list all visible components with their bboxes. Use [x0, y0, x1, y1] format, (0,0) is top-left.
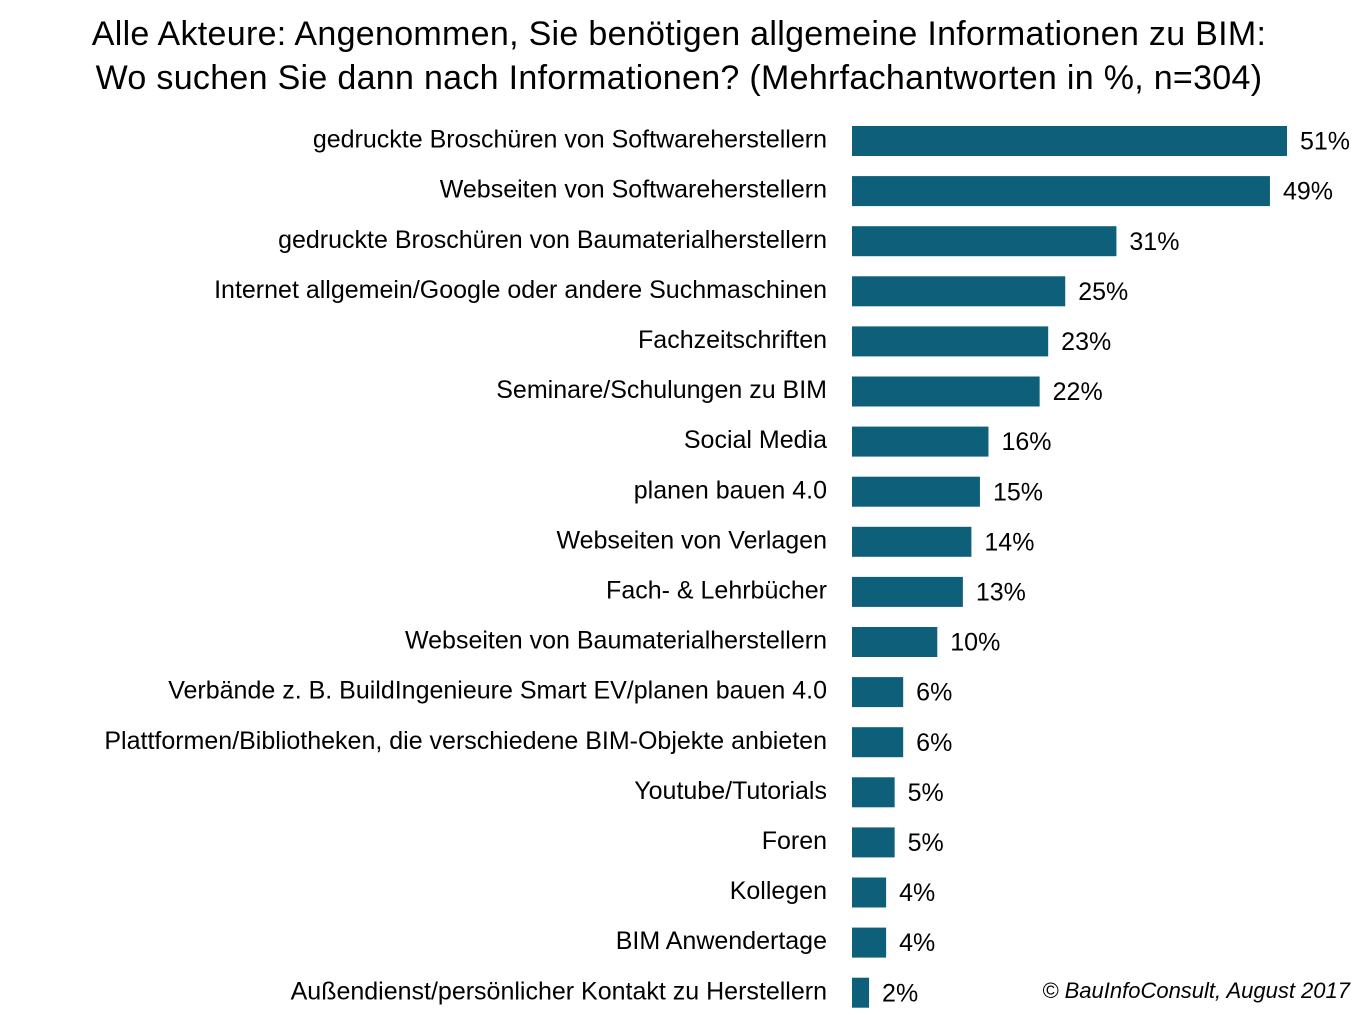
bar: [852, 877, 887, 908]
category-labels: gedruckte Broschüren von Softwareherstel…: [104, 126, 827, 1006]
bar: [852, 126, 1287, 156]
value-label: 31%: [1129, 228, 1179, 256]
bar: [852, 727, 904, 758]
bars: [852, 126, 1287, 1008]
value-labels: 51% 49% 31%25% 23% 22%16% 15% 14% 13% 10% 6% 6% 5% 5…: [882, 128, 1350, 1008]
bar: [852, 476, 980, 507]
value-label: 4%: [899, 879, 935, 907]
category-label: planen bauen 4.0: [634, 476, 827, 504]
category-label: Außendienst/persönlicher Kontakt zu Hers…: [291, 977, 827, 1005]
bar: [852, 627, 938, 657]
bar: [852, 426, 989, 457]
category-label: Foren: [762, 827, 827, 855]
value-label: 15%: [993, 478, 1043, 506]
value-label: 6%: [916, 679, 952, 707]
category-label: Fachzeitschriften: [638, 326, 827, 354]
category-label: Kollegen: [730, 877, 827, 905]
value-label: 23%: [1061, 328, 1111, 356]
bar: [852, 827, 895, 858]
category-label: Fach- & Lehrbücher: [606, 577, 827, 605]
value-label: 13%: [976, 579, 1026, 607]
category-label: gedruckte Broschüren von Baumaterialhers…: [278, 226, 827, 254]
bar: [852, 977, 870, 1008]
value-label: 51%: [1300, 128, 1350, 156]
bar: [852, 677, 904, 708]
bar: [852, 176, 1270, 207]
value-label: 6%: [916, 729, 952, 757]
chart-title: Alle Akteure: Angenommen, Sie benötigen …: [0, 12, 1358, 100]
copyright-footnote: © BauInfoConsult, August 2017: [1042, 978, 1350, 1003]
value-label: 49%: [1283, 178, 1333, 206]
category-label: gedruckte Broschüren von Softwareherstel…: [313, 126, 827, 154]
category-label: Verbände z. B. BuildIngenieure Smart EV/…: [168, 677, 827, 705]
category-label: Social Media: [684, 426, 827, 454]
value-label: 25%: [1078, 278, 1128, 306]
category-label: Youtube/Tutorials: [634, 777, 827, 805]
value-label: 5%: [908, 829, 944, 857]
bar: [852, 326, 1049, 357]
chart-subtitle: Wo suchen Sie dann nach Informationen? (…: [95, 59, 1263, 97]
bar: [852, 777, 895, 808]
category-label: Webseiten von Softwareherstellern: [440, 176, 827, 204]
category-label: Plattformen/Bibliotheken, die verschiede…: [104, 727, 827, 755]
value-label: 14%: [984, 528, 1034, 556]
value-label: 5%: [908, 779, 944, 807]
value-label: 4%: [899, 929, 935, 957]
category-label: BIM Anwendertage: [616, 927, 827, 955]
bar: [852, 576, 963, 607]
bar: [852, 927, 887, 958]
category-label: Seminare/Schulungen zu BIM: [496, 376, 827, 404]
category-label: Internet allgemein/Google oder andere Su…: [214, 276, 827, 304]
bar: [852, 526, 972, 557]
bar: [852, 276, 1066, 307]
value-label: 16%: [1001, 428, 1051, 456]
value-label: 2%: [882, 979, 918, 1007]
category-label: Webseiten von Verlagen: [556, 526, 827, 554]
value-label: 10%: [950, 629, 1000, 657]
category-label: Webseiten von Baumaterialherstellern: [405, 627, 827, 655]
value-label: 22%: [1053, 378, 1103, 406]
bar: [852, 376, 1040, 407]
bar: [852, 226, 1117, 257]
chart-title-line-1: Alle Akteure: Angenommen, Sie benötigen …: [91, 15, 1267, 53]
